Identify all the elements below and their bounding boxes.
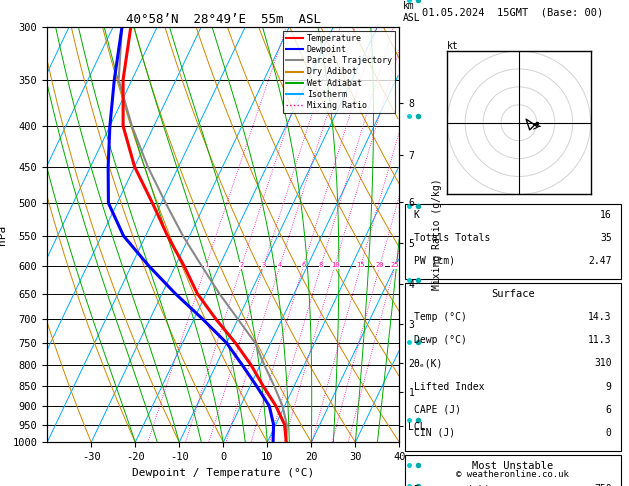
Text: Lifted Index: Lifted Index <box>414 382 484 392</box>
Text: CIN (J): CIN (J) <box>414 428 455 437</box>
Text: 14.3: 14.3 <box>588 312 611 322</box>
Text: Pressure (mb): Pressure (mb) <box>414 485 490 486</box>
Text: K: K <box>414 210 420 221</box>
Y-axis label: Mixing Ratio (g/kg): Mixing Ratio (g/kg) <box>431 179 442 290</box>
Text: 310: 310 <box>594 359 611 368</box>
Title: 40°58’N  28°49’E  55m  ASL: 40°58’N 28°49’E 55m ASL <box>126 13 321 26</box>
Text: 35: 35 <box>600 233 611 243</box>
Text: 3: 3 <box>262 262 266 268</box>
Text: Dewp (°C): Dewp (°C) <box>414 335 467 346</box>
X-axis label: Dewpoint / Temperature (°C): Dewpoint / Temperature (°C) <box>132 468 314 478</box>
Bar <box>405 283 621 451</box>
Text: 10: 10 <box>331 262 339 268</box>
Text: θₑ(K): θₑ(K) <box>414 359 443 368</box>
Text: 6: 6 <box>606 404 611 415</box>
Text: km
ASL: km ASL <box>403 1 421 22</box>
Text: 01.05.2024  15GMT  (Base: 00): 01.05.2024 15GMT (Base: 00) <box>422 7 603 17</box>
Text: 1: 1 <box>204 262 208 268</box>
Text: Totals Totals: Totals Totals <box>414 233 490 243</box>
Text: 6: 6 <box>301 262 306 268</box>
Text: 16: 16 <box>600 210 611 221</box>
Text: kt: kt <box>447 41 459 51</box>
Text: CAPE (J): CAPE (J) <box>414 404 460 415</box>
Text: Temp (°C): Temp (°C) <box>414 312 467 322</box>
Legend: Temperature, Dewpoint, Parcel Trajectory, Dry Adibot, Wet Adiabat, Isotherm, Mix: Temperature, Dewpoint, Parcel Trajectory… <box>283 31 395 113</box>
Text: 8: 8 <box>319 262 323 268</box>
Text: 4: 4 <box>278 262 282 268</box>
Text: 2: 2 <box>240 262 244 268</box>
Text: PW (cm): PW (cm) <box>414 256 455 266</box>
Text: 750: 750 <box>594 485 611 486</box>
Text: Surface: Surface <box>491 289 535 299</box>
Text: © weatheronline.co.uk: © weatheronline.co.uk <box>456 469 569 479</box>
Bar <box>405 204 621 279</box>
Text: 20: 20 <box>376 262 384 268</box>
Text: 0: 0 <box>606 428 611 437</box>
Bar <box>405 455 621 486</box>
Text: 2.47: 2.47 <box>588 256 611 266</box>
Y-axis label: hPa: hPa <box>0 225 7 244</box>
Text: 25: 25 <box>391 262 399 268</box>
Text: 9: 9 <box>606 382 611 392</box>
Text: 15: 15 <box>357 262 365 268</box>
Text: 11.3: 11.3 <box>588 335 611 346</box>
Text: Most Unstable: Most Unstable <box>472 461 554 471</box>
